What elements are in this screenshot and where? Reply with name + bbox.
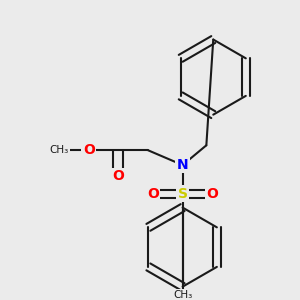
- Text: O: O: [112, 169, 124, 183]
- Text: CH₃: CH₃: [50, 145, 69, 155]
- Text: O: O: [206, 187, 218, 201]
- Text: O: O: [83, 143, 95, 157]
- Text: N: N: [177, 158, 188, 172]
- Text: S: S: [178, 187, 188, 201]
- Text: O: O: [147, 187, 159, 201]
- Text: CH₃: CH₃: [173, 290, 192, 300]
